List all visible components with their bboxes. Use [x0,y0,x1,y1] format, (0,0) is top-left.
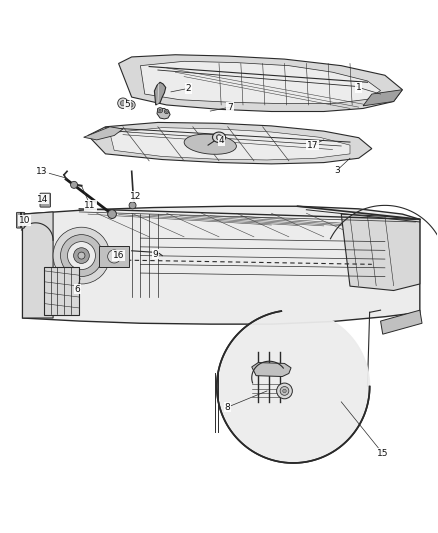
Circle shape [164,109,169,114]
Text: 6: 6 [74,285,80,294]
Text: 8: 8 [225,402,231,411]
Polygon shape [363,90,403,106]
Polygon shape [217,310,370,463]
Polygon shape [99,246,130,268]
Circle shape [67,241,95,270]
Text: 5: 5 [124,100,130,109]
Circle shape [60,235,102,277]
Text: 17: 17 [307,141,318,150]
Circle shape [108,210,117,219]
Polygon shape [341,214,420,290]
Circle shape [127,101,135,109]
Polygon shape [110,128,350,160]
Circle shape [283,389,286,393]
Text: 7: 7 [227,103,233,111]
Circle shape [74,248,89,263]
Text: 1: 1 [356,83,362,92]
Text: 3: 3 [334,166,340,175]
Text: 2: 2 [186,84,191,93]
Polygon shape [141,61,381,103]
Text: 12: 12 [131,192,142,201]
Polygon shape [44,266,79,314]
Circle shape [166,111,167,112]
Circle shape [216,135,222,140]
Circle shape [277,383,292,399]
Polygon shape [84,127,123,140]
Polygon shape [252,362,291,376]
Text: 13: 13 [36,167,48,176]
Circle shape [53,227,110,284]
Circle shape [129,202,136,209]
Text: 16: 16 [113,251,124,260]
Polygon shape [212,132,226,142]
FancyBboxPatch shape [16,212,25,228]
Polygon shape [22,206,420,324]
FancyBboxPatch shape [40,193,50,207]
Polygon shape [154,82,166,105]
Text: 4: 4 [219,136,224,146]
Polygon shape [22,212,53,318]
Circle shape [159,109,161,111]
Text: 10: 10 [19,216,31,225]
Circle shape [108,250,121,263]
Circle shape [71,181,78,188]
Circle shape [129,103,133,107]
Polygon shape [119,55,403,111]
Circle shape [118,98,128,108]
Circle shape [157,108,162,113]
Text: 14: 14 [36,195,48,204]
Ellipse shape [184,134,237,154]
Circle shape [280,386,289,395]
Polygon shape [381,310,422,334]
Circle shape [120,101,126,106]
Circle shape [78,252,85,259]
Text: 15: 15 [377,449,389,458]
Polygon shape [157,108,170,119]
Polygon shape [88,123,372,164]
Text: 11: 11 [85,201,96,210]
Text: 9: 9 [153,250,159,259]
